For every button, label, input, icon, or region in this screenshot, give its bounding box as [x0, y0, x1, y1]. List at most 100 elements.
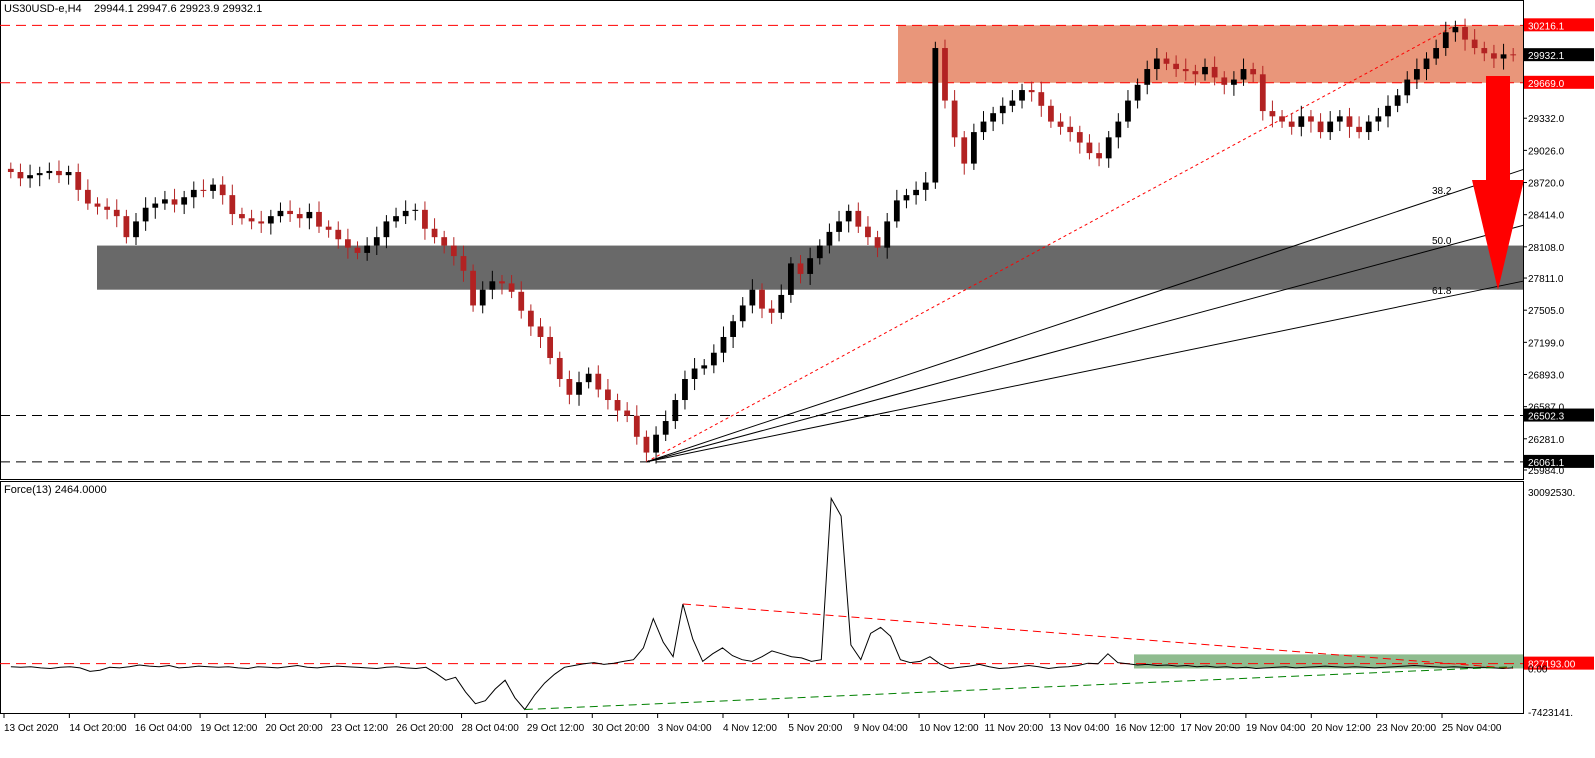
- candle-body: [1038, 92, 1045, 106]
- price-tick-label: 26281.0: [1528, 435, 1565, 446]
- symbol-header: US30USD-e,H4: [4, 3, 82, 15]
- candle-body: [1048, 105, 1054, 122]
- candle-body: [431, 228, 438, 238]
- candle-body: [460, 256, 467, 271]
- candle-body: [749, 289, 756, 306]
- candle-body: [133, 221, 139, 238]
- time-tick-label: 3 Nov 04:00: [658, 723, 712, 734]
- candle-body: [913, 189, 919, 196]
- price-highlight-label: 26061.1: [1528, 458, 1565, 469]
- candle-body: [710, 352, 717, 366]
- candle-body: [190, 189, 197, 198]
- candle-body: [181, 197, 188, 205]
- force-up-trendline: [524, 666, 1514, 711]
- time-tick-label: 26 Oct 20:00: [396, 723, 454, 734]
- price-highlight-label: 30216.1: [1528, 21, 1565, 32]
- candle-body: [104, 206, 111, 210]
- candle-body: [1173, 63, 1180, 70]
- time-tick-label: 4 Nov 12:00: [723, 723, 777, 734]
- candle-body: [759, 289, 765, 309]
- candle-body: [1500, 54, 1507, 59]
- fib-fan-line: [646, 169, 1524, 463]
- candle-body: [999, 105, 1006, 114]
- candle-body: [1269, 111, 1276, 117]
- candle-body: [84, 189, 91, 204]
- force-header: Force(13) 2464.0000: [4, 484, 107, 496]
- candle-body: [1404, 79, 1411, 96]
- candle-body: [162, 199, 168, 204]
- price-highlight-box: [1524, 48, 1594, 62]
- candle-body: [836, 221, 842, 232]
- candle-body: [942, 48, 948, 101]
- candle-body: [788, 263, 794, 295]
- candle-body: [1144, 69, 1151, 85]
- candle-body: [479, 289, 486, 306]
- candle-body: [1356, 126, 1362, 133]
- time-tick-label: 13 Nov 04:00: [1050, 723, 1110, 734]
- candle-body: [1134, 84, 1141, 101]
- candle-body: [1192, 71, 1199, 75]
- down-arrow-icon: [1472, 76, 1524, 290]
- price-highlight-label: 26502.3: [1528, 412, 1565, 423]
- fib-fan-label: 61.8: [1432, 286, 1452, 297]
- candle-body: [1288, 121, 1295, 127]
- candle-body: [893, 200, 900, 222]
- candle-body: [1009, 100, 1016, 106]
- price-tick-label: 27505.0: [1528, 306, 1565, 317]
- time-tick-label: 5 Nov 20:00: [788, 723, 842, 734]
- force-tick-label: 30092530.: [1528, 488, 1575, 499]
- candle-body: [816, 245, 823, 259]
- candle-body: [344, 239, 351, 248]
- candle-body: [797, 263, 804, 274]
- candle-body: [1394, 95, 1401, 106]
- candle-body: [576, 382, 582, 395]
- candle-body: [94, 203, 101, 207]
- time-tick-label: 11 Nov 20:00: [984, 723, 1043, 734]
- candle-body: [1327, 121, 1334, 133]
- candle-body: [653, 434, 659, 453]
- candle-body: [1308, 116, 1314, 122]
- candle-body: [1413, 69, 1420, 80]
- price-tick-label: 28720.0: [1528, 179, 1565, 190]
- candle-body: [402, 210, 409, 217]
- price-highlight-box: [1524, 454, 1594, 468]
- candle-body: [739, 305, 746, 322]
- force-tick-label: -7423141.: [1528, 708, 1573, 719]
- candle-body: [296, 214, 303, 219]
- candle-body: [691, 368, 698, 380]
- time-tick-label: 16 Nov 12:00: [1115, 723, 1175, 734]
- time-tick-label: 20 Nov 12:00: [1311, 723, 1371, 734]
- candle-body: [1279, 116, 1285, 122]
- candle-body: [1471, 39, 1478, 49]
- candle-body: [1423, 58, 1430, 70]
- candle-body: [903, 195, 910, 201]
- candle-body: [1336, 116, 1343, 122]
- price-tick-label: 27811.0: [1528, 274, 1564, 285]
- candle-body: [1481, 48, 1488, 54]
- candle-body: [720, 336, 727, 353]
- candle-body: [470, 270, 476, 306]
- time-tick-label: 16 Oct 04:00: [135, 723, 193, 734]
- candle-body: [518, 291, 525, 311]
- candle-body: [1076, 132, 1083, 143]
- candle-body: [1231, 79, 1237, 85]
- candle-body: [537, 326, 544, 337]
- candle-body: [499, 281, 505, 284]
- candle-body: [354, 247, 361, 253]
- candle-body: [778, 294, 785, 313]
- candle-body: [980, 121, 987, 133]
- candle-body: [682, 379, 688, 401]
- candle-body: [585, 373, 592, 383]
- price-tick-label: 28108.0: [1528, 243, 1565, 254]
- candle-body: [1317, 121, 1324, 133]
- time-tick-label: 25 Nov 04:00: [1442, 723, 1502, 734]
- candle-body: [450, 245, 457, 257]
- candle-body: [1105, 137, 1112, 159]
- candle-body: [605, 389, 611, 401]
- force-level-box: [1524, 656, 1594, 670]
- candle-body: [142, 207, 149, 222]
- candle-body: [527, 310, 534, 327]
- candle-body: [17, 172, 24, 179]
- main-panel-frame: [0, 0, 1524, 480]
- candle-body: [1115, 121, 1122, 138]
